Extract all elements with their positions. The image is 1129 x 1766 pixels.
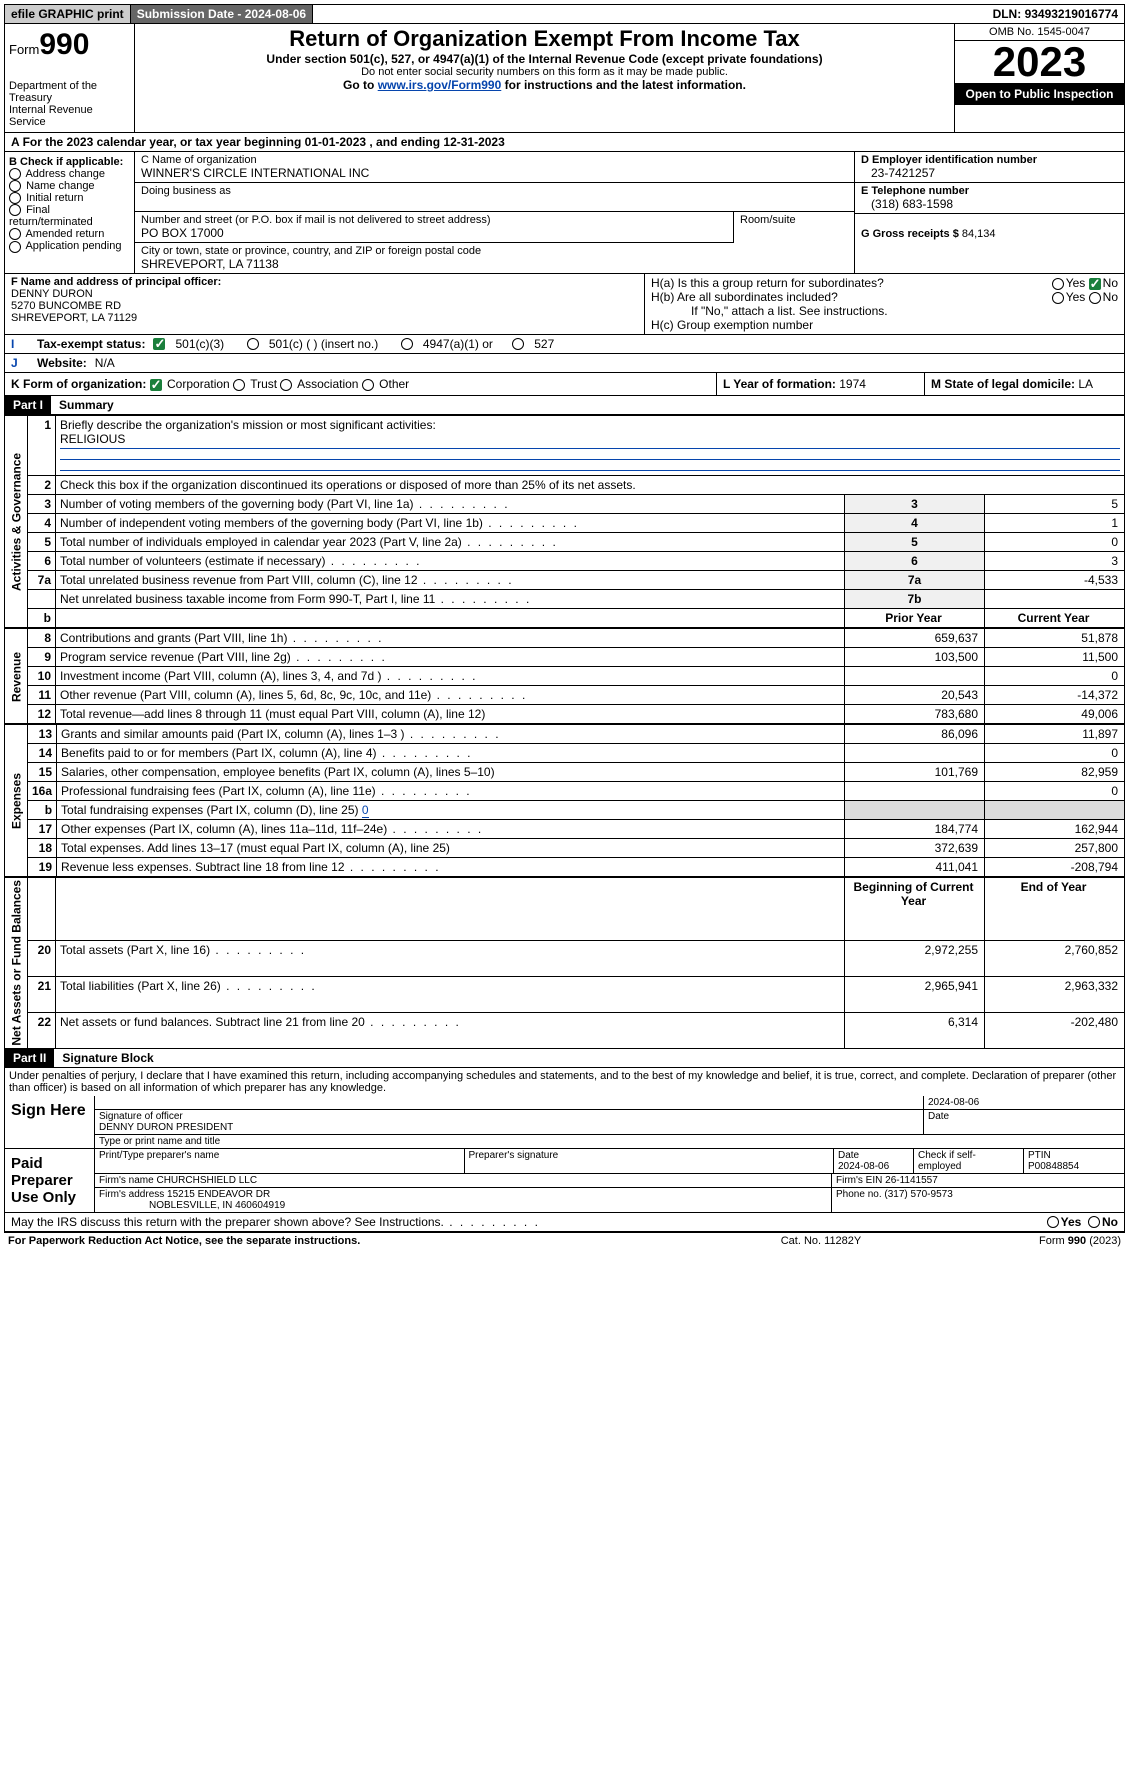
form-number: Form990 bbox=[9, 28, 130, 62]
chk-501c3[interactable] bbox=[153, 338, 165, 350]
section-bcd: B Check if applicable: Address change Na… bbox=[4, 152, 1125, 274]
expenses-sidelabel: Expenses bbox=[5, 725, 28, 877]
part1-header: Part I Summary bbox=[4, 396, 1125, 415]
discuss-line: May the IRS discuss this return with the… bbox=[4, 1213, 1125, 1232]
submission-date: Submission Date - 2024-08-06 bbox=[131, 5, 313, 23]
line-i: I Tax-exempt status: 501(c)(3) 501(c) ( … bbox=[4, 335, 1125, 354]
line-klm: K Form of organization: Corporation Trus… bbox=[4, 373, 1125, 396]
chk-ha-yes[interactable] bbox=[1052, 278, 1064, 290]
revenue-table: Revenue 8Contributions and grants (Part … bbox=[4, 628, 1125, 724]
chk-initial-return[interactable] bbox=[9, 192, 21, 204]
gross-receipts: 84,134 bbox=[962, 228, 996, 240]
perjury-statement: Under penalties of perjury, I declare th… bbox=[4, 1068, 1125, 1096]
irs-label: Internal Revenue Service bbox=[9, 104, 130, 128]
org-name: WINNER'S CIRCLE INTERNATIONAL INC bbox=[141, 166, 369, 180]
topbar: efile GRAPHIC print Submission Date - 20… bbox=[4, 4, 1125, 24]
efile-print-button[interactable]: efile GRAPHIC print bbox=[5, 5, 131, 23]
box-c: C Name of organization WINNER'S CIRCLE I… bbox=[135, 152, 854, 273]
irs-link[interactable]: www.irs.gov/Form990 bbox=[378, 78, 502, 92]
chk-hb-no[interactable] bbox=[1089, 292, 1101, 304]
paid-preparer-section: Paid Preparer Use Only Print/Type prepar… bbox=[4, 1149, 1125, 1213]
chk-corp[interactable] bbox=[150, 379, 162, 391]
dept-treasury: Department of the Treasury bbox=[9, 80, 130, 104]
netassets-table: Net Assets or Fund Balances Beginning of… bbox=[4, 877, 1125, 1049]
box-b: B Check if applicable: Address change Na… bbox=[5, 152, 135, 273]
section-fh: F Name and address of principal officer:… bbox=[4, 274, 1125, 335]
ssn-warning: Do not enter social security numbers on … bbox=[141, 66, 948, 78]
chk-discuss-no[interactable] bbox=[1088, 1216, 1100, 1228]
sign-here-section: Sign Here 2024-08-06 Signature of office… bbox=[4, 1096, 1125, 1149]
page-footer: For Paperwork Reduction Act Notice, see … bbox=[4, 1232, 1125, 1249]
chk-ha-no[interactable] bbox=[1089, 278, 1101, 290]
part2-header: Part II Signature Block bbox=[4, 1049, 1125, 1068]
line-j: J Website: N/A bbox=[4, 354, 1125, 373]
chk-527[interactable] bbox=[512, 338, 524, 350]
phone: (318) 683-1598 bbox=[861, 197, 953, 211]
governance-table: Activities & Governance 1 Briefly descri… bbox=[4, 415, 1125, 628]
revenue-sidelabel: Revenue bbox=[5, 629, 28, 724]
dln: DLN: 93493219016774 bbox=[987, 5, 1124, 23]
chk-501c[interactable] bbox=[247, 338, 259, 350]
ein: 23-7421257 bbox=[861, 166, 935, 180]
chk-amended[interactable] bbox=[9, 228, 21, 240]
chk-trust[interactable] bbox=[233, 379, 245, 391]
tax-year: 2023 bbox=[955, 41, 1124, 83]
chk-final-return[interactable] bbox=[9, 204, 21, 216]
chk-4947[interactable] bbox=[401, 338, 413, 350]
chk-name-change[interactable] bbox=[9, 180, 21, 192]
chk-discuss-yes[interactable] bbox=[1047, 1216, 1059, 1228]
chk-assoc[interactable] bbox=[280, 379, 292, 391]
goto-instructions: Go to www.irs.gov/Form990 for instructio… bbox=[141, 78, 948, 92]
form-header: Form990 Department of the Treasury Inter… bbox=[4, 24, 1125, 133]
mission-text: RELIGIOUS bbox=[60, 432, 125, 446]
form-subtitle: Under section 501(c), 527, or 4947(a)(1)… bbox=[141, 52, 948, 66]
chk-other[interactable] bbox=[362, 379, 374, 391]
form-title: Return of Organization Exempt From Incom… bbox=[141, 26, 948, 52]
line-a-tax-year: A For the 2023 calendar year, or tax yea… bbox=[4, 133, 1125, 152]
chk-hb-yes[interactable] bbox=[1052, 292, 1064, 304]
chk-address-change[interactable] bbox=[9, 168, 21, 180]
box-deg: D Employer identification number23-74212… bbox=[854, 152, 1124, 273]
expenses-table: Expenses 13Grants and similar amounts pa… bbox=[4, 724, 1125, 877]
open-public-badge: Open to Public Inspection bbox=[955, 83, 1124, 105]
governance-sidelabel: Activities & Governance bbox=[5, 416, 28, 628]
chk-app-pending[interactable] bbox=[9, 241, 21, 253]
netassets-sidelabel: Net Assets or Fund Balances bbox=[5, 878, 28, 1049]
